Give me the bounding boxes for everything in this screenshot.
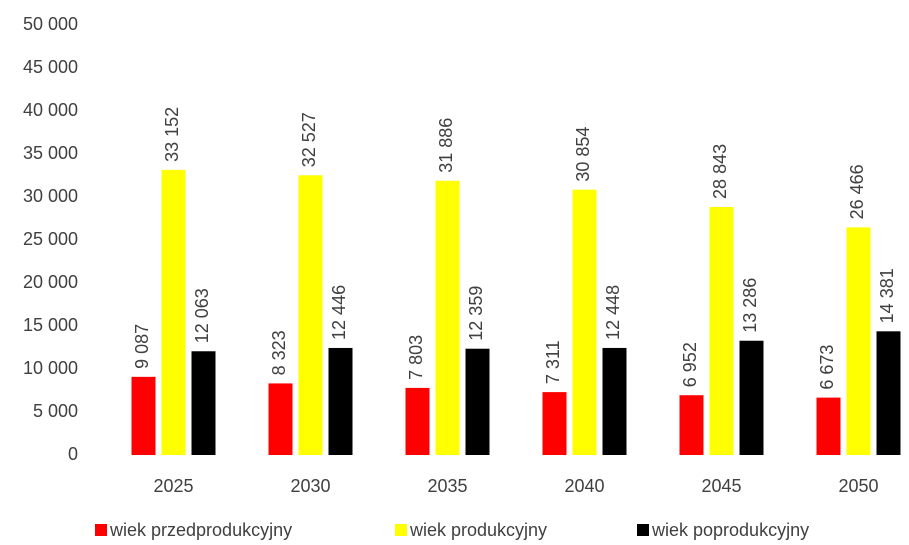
x-tick-label: 2045 [701, 476, 741, 496]
data-label: 12 448 [603, 285, 623, 340]
legend-swatch [395, 524, 407, 536]
bar [268, 383, 293, 455]
bar [572, 189, 597, 456]
y-tick-label: 10 000 [23, 358, 78, 378]
bar [435, 180, 460, 455]
bar [191, 351, 216, 455]
data-label: 31 886 [436, 118, 456, 173]
x-tick-label: 2025 [153, 476, 193, 496]
data-label: 33 152 [162, 107, 182, 162]
y-tick-label: 15 000 [23, 315, 78, 335]
y-tick-label: 30 000 [23, 186, 78, 206]
y-tick-label: 25 000 [23, 229, 78, 249]
legend-swatch [637, 524, 649, 536]
data-label: 6 952 [680, 342, 700, 387]
bar [876, 331, 901, 455]
bar [542, 392, 567, 455]
y-tick-label: 50 000 [23, 14, 78, 34]
data-label: 7 311 [543, 340, 563, 384]
bar [131, 376, 156, 455]
legend-label: wiek poprodukcyjny [651, 520, 809, 540]
bar [298, 175, 323, 455]
bar [846, 227, 871, 455]
y-tick-label: 0 [68, 444, 78, 464]
legend-label: wiek przedprodukcyjny [109, 520, 292, 540]
data-label: 30 854 [573, 127, 593, 182]
bar [161, 169, 186, 455]
y-tick-label: 35 000 [23, 143, 78, 163]
data-label: 7 803 [406, 335, 426, 380]
data-label: 12 446 [329, 285, 349, 340]
y-tick-label: 20 000 [23, 272, 78, 292]
bar [602, 347, 627, 455]
data-label: 14 381 [877, 268, 897, 323]
data-label: 12 063 [192, 288, 212, 343]
data-label: 32 527 [299, 112, 319, 167]
bar [816, 397, 841, 455]
bar [679, 395, 704, 455]
bar [405, 387, 430, 455]
bar [739, 340, 764, 455]
y-tick-label: 5 000 [33, 401, 78, 421]
data-label: 13 286 [740, 278, 760, 333]
legend-label: wiek produkcyjny [409, 520, 547, 540]
data-label: 28 843 [710, 144, 730, 199]
x-tick-label: 2030 [290, 476, 330, 496]
y-tick-label: 40 000 [23, 100, 78, 120]
data-label: 8 323 [269, 330, 289, 375]
data-label: 6 673 [817, 345, 837, 390]
y-tick-label: 45 000 [23, 57, 78, 77]
data-label: 26 466 [847, 164, 867, 219]
data-label: 9 087 [132, 324, 152, 369]
bar [328, 347, 353, 455]
bar [465, 348, 490, 455]
legend-swatch [95, 524, 107, 536]
x-tick-label: 2035 [427, 476, 467, 496]
bar [709, 206, 734, 455]
data-label: 12 359 [466, 286, 486, 341]
x-tick-label: 2040 [564, 476, 604, 496]
x-tick-label: 2050 [838, 476, 878, 496]
